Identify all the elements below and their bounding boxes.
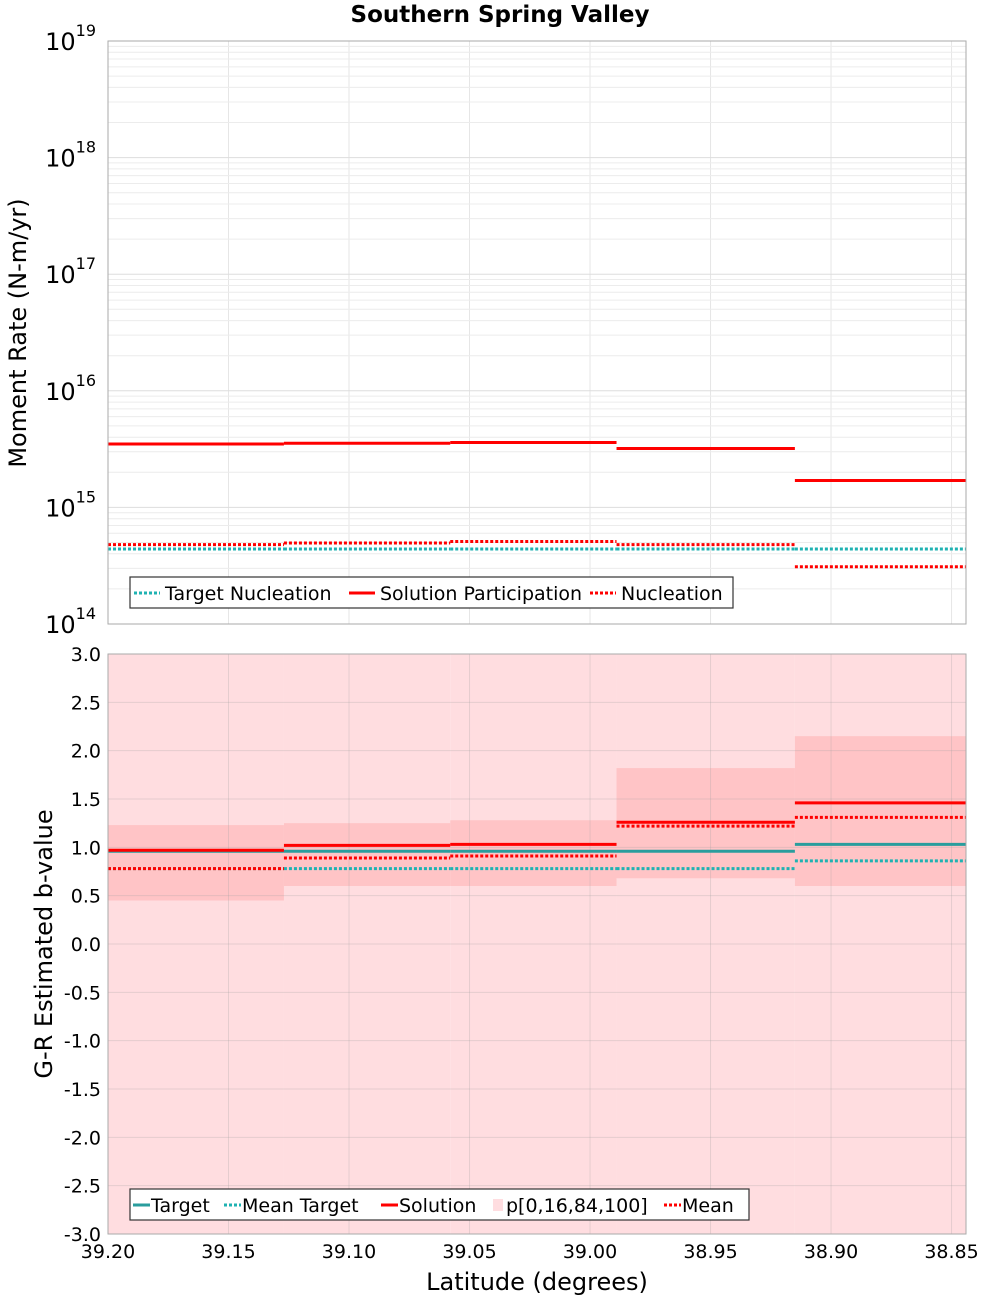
- moment-rate-legend: Target Nucleation Solution Participation N…: [129, 576, 734, 609]
- b-value-tick-label: -1.5: [64, 1079, 101, 1101]
- b-value-series: [108, 801, 966, 871]
- b-value-inner-band: [283, 823, 451, 886]
- latitude-x-ticks: 39.20 39.15 39.10 39.05 39.00 38.95 38.90 38.85: [81, 1241, 979, 1263]
- moment-rate-legend-label: Target Nucleation: [164, 583, 332, 605]
- b-value-tick-label: 0.0: [71, 934, 101, 956]
- b-value-legend-label: p[0,16,84,100]: [506, 1195, 648, 1217]
- b-value-tick-label: -0.5: [64, 982, 101, 1004]
- latitude-tick-label: 38.90: [804, 1241, 858, 1263]
- b-value-outer-band: [616, 654, 795, 1234]
- b-value-tick-label: 1.5: [71, 789, 101, 811]
- b-value-outer-band: [450, 654, 617, 1234]
- b-value-bands: [108, 654, 966, 1234]
- b-value-tick-label: -2.0: [64, 1127, 101, 1149]
- latitude-tick-label: 38.95: [683, 1241, 737, 1263]
- b-value-panel: -3.0 -2.5 -2.0 -1.5 -1.0 -0.5 0.0 0.5 1.0 1.5 2.0 2…: [30, 644, 979, 1296]
- moment-rate-y-label: Moment Rate (N-m/yr): [4, 198, 32, 467]
- b-value-tick-label: -1.0: [64, 1031, 101, 1053]
- b-value-outer-band: [108, 654, 284, 1234]
- moment-rate-plot-frame: [107, 40, 967, 625]
- moment-rate-y-ticks: 1014 1015 1016 1017 1018 1019: [45, 21, 96, 639]
- moment-rate-tick-label: 1019: [45, 21, 96, 56]
- b-value-outer-band: [283, 654, 451, 1234]
- b-value-tick-label: -2.5: [64, 1176, 101, 1198]
- latitude-tick-label: 38.85: [924, 1241, 978, 1263]
- moment-rate-panel: 1014 1015 1016 1017 1018 1019 Moment Rate (N-…: [4, 21, 967, 639]
- moment-rate-plot-bg: [108, 41, 966, 624]
- b-value-y-ticks: -3.0 -2.5 -2.0 -1.5 -1.0 -0.5 0.0 0.5 1.0 1.5 2.0 2…: [64, 644, 101, 1246]
- moment-rate-tick-label: 1017: [45, 254, 96, 289]
- chart-title: Southern Spring Valley: [351, 2, 650, 28]
- b-value-tick-label: 2.0: [71, 741, 101, 763]
- latitude-tick-label: 39.10: [322, 1241, 376, 1263]
- b-value-legend: Target Mean Target Solution p[0,16,84,100] M…: [129, 1188, 750, 1221]
- moment-rate-series: [108, 441, 966, 569]
- b-value-legend-label: Mean Target: [242, 1195, 359, 1217]
- b-value-plot-frame: [107, 653, 967, 1235]
- latitude-tick-label: 39.20: [81, 1241, 135, 1263]
- b-value-legend-label: Target: [150, 1195, 210, 1217]
- b-value-tick-label: 1.0: [71, 837, 101, 859]
- b-value-tick-label: 0.5: [71, 886, 101, 908]
- b-value-legend-label: Mean: [682, 1195, 734, 1217]
- b-value-legend-swatch: [493, 1199, 503, 1211]
- b-value-legend-box: [129, 1188, 750, 1221]
- latitude-x-label: Latitude (degrees): [426, 1268, 648, 1296]
- b-value-tick-label: 3.0: [71, 644, 101, 666]
- moment-rate-tick-label: 1014: [45, 604, 96, 639]
- moment-rate-tick-label: 1016: [45, 371, 96, 406]
- b-value-tick-label: -3.0: [64, 1224, 101, 1246]
- moment-rate-legend-label: Solution Participation: [380, 583, 582, 605]
- latitude-tick-label: 39.15: [201, 1241, 255, 1263]
- moment-rate-tick-label: 1015: [45, 487, 96, 522]
- moment-rate-legend-label: Nucleation: [621, 583, 723, 605]
- latitude-tick-label: 39.05: [442, 1241, 496, 1263]
- b-value-tick-label: 2.5: [71, 692, 101, 714]
- b-value-inner-band: [450, 820, 617, 886]
- moment-rate-legend-box: [129, 576, 734, 609]
- moment-rate-tick-label: 1018: [45, 138, 96, 173]
- b-value-legend-label: Solution: [399, 1195, 476, 1217]
- latitude-tick-label: 39.00: [563, 1241, 617, 1263]
- b-value-y-label: G-R Estimated b-value: [30, 809, 58, 1078]
- b-value-inner-band: [794, 736, 966, 886]
- b-value-inner-band: [108, 825, 284, 901]
